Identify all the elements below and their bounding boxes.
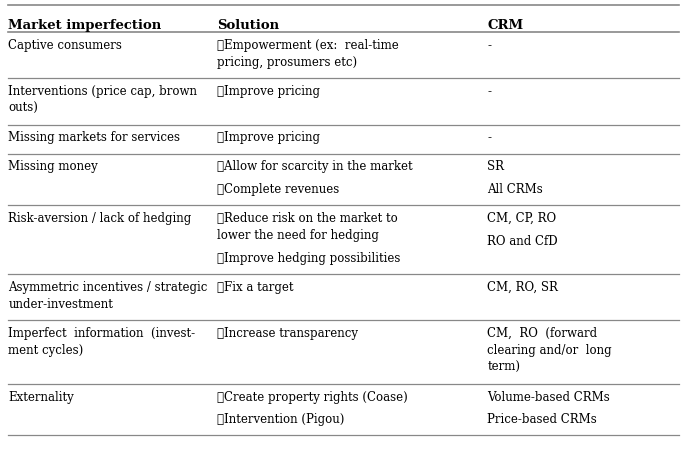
Text: CM, RO, SR: CM, RO, SR (487, 280, 558, 293)
Text: ✓Improve hedging possibilities: ✓Improve hedging possibilities (217, 252, 401, 264)
Text: CRM: CRM (487, 19, 523, 31)
Text: Missing money: Missing money (8, 160, 98, 173)
Text: RO and CfD: RO and CfD (487, 234, 558, 247)
Text: -: - (487, 39, 491, 52)
Text: -: - (487, 85, 491, 98)
Text: ✓Increase transparency: ✓Increase transparency (217, 327, 358, 339)
Text: ✓Allow for scarcity in the market: ✓Allow for scarcity in the market (217, 160, 413, 173)
Text: CM,  RO  (forward
clearing and/or  long
term): CM, RO (forward clearing and/or long ter… (487, 327, 612, 374)
Text: Externality: Externality (8, 390, 74, 403)
Text: Missing markets for services: Missing markets for services (8, 131, 180, 144)
Text: ✓Intervention (Pigou): ✓Intervention (Pigou) (217, 413, 344, 425)
Text: Risk-aversion / lack of hedging: Risk-aversion / lack of hedging (8, 212, 192, 225)
Text: ✓Create property rights (Coase): ✓Create property rights (Coase) (217, 390, 407, 403)
Text: CM, CP, RO: CM, CP, RO (487, 212, 556, 225)
Text: Solution: Solution (217, 19, 279, 31)
Text: SR: SR (487, 160, 504, 173)
Text: Price-based CRMs: Price-based CRMs (487, 413, 597, 425)
Text: ✓Fix a target: ✓Fix a target (217, 280, 293, 293)
Text: Market imperfection: Market imperfection (8, 19, 161, 31)
Text: Volume-based CRMs: Volume-based CRMs (487, 390, 610, 403)
Text: Interventions (price cap, brown
outs): Interventions (price cap, brown outs) (8, 85, 197, 115)
Text: Imperfect  information  (invest-
ment cycles): Imperfect information (invest- ment cycl… (8, 327, 195, 356)
Text: ✓Improve pricing: ✓Improve pricing (217, 131, 320, 144)
Text: ✓Complete revenues: ✓Complete revenues (217, 183, 339, 196)
Text: Asymmetric incentives / strategic
under-investment: Asymmetric incentives / strategic under-… (8, 280, 207, 310)
Text: ✓Empowerment (ex:  real-time
pricing, prosumers etc): ✓Empowerment (ex: real-time pricing, pro… (217, 39, 398, 69)
Text: ✓Reduce risk on the market to
lower the need for hedging: ✓Reduce risk on the market to lower the … (217, 212, 398, 242)
Text: ✓Improve pricing: ✓Improve pricing (217, 85, 320, 98)
Text: -: - (487, 131, 491, 144)
Text: All CRMs: All CRMs (487, 183, 543, 196)
Text: Captive consumers: Captive consumers (8, 39, 122, 52)
